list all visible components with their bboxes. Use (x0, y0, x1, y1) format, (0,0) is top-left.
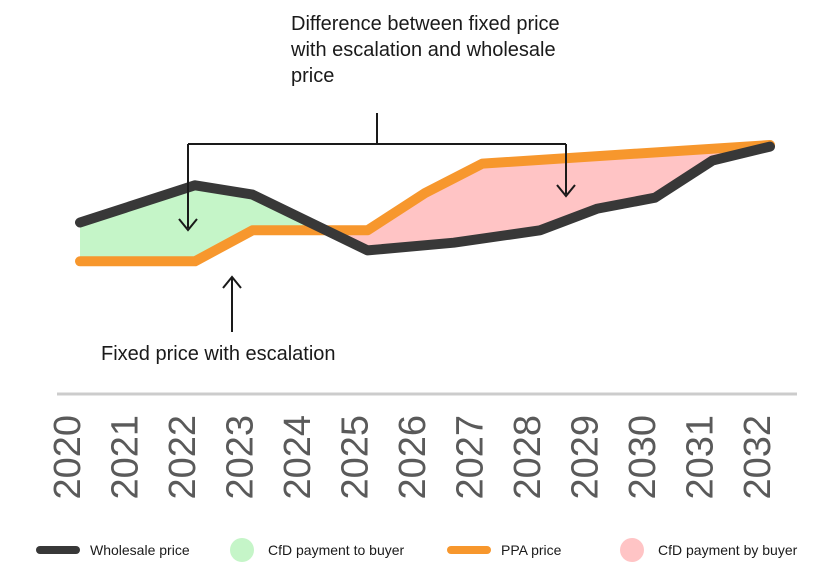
legend-item-cfd-to-buyer: CfD payment to buyer (230, 536, 404, 564)
x-tick-label: 2032 (737, 415, 779, 500)
chart-svg: 2020 2021 2022 2023 2024 2025 2026 2027 2028 2029… (47, 113, 797, 500)
x-tick-label: 2028 (507, 415, 549, 500)
legend-label-wholesale: Wholesale price (90, 542, 190, 558)
legend-label-cfd-by-buyer: CfD payment by buyer (658, 542, 798, 558)
legend-swatch-cfd-by-buyer (620, 538, 644, 562)
x-tick-label: 2027 (450, 415, 492, 500)
x-tick-label: 2026 (392, 415, 434, 500)
series-line-wholesale (75, 141, 775, 256)
series-line-ppa (75, 140, 775, 267)
legend-swatch-cfd-to-buyer (230, 538, 254, 562)
fill-cfd-payment-to-buyer (80, 185, 325, 262)
legend-swatch-wholesale (36, 546, 80, 554)
legend-item-wholesale: Wholesale price (36, 536, 190, 564)
x-tick-label: 2020 (47, 415, 89, 500)
x-tick-label: 2030 (622, 415, 664, 500)
x-tick-label: 2025 (335, 415, 377, 500)
annotation-difference: Difference between fixed price with esca… (291, 13, 560, 87)
legend-item-cfd-by-buyer: CfD payment by buyer (620, 536, 797, 564)
series-lines (75, 140, 775, 267)
legend-label-ppa: PPA price (501, 542, 562, 558)
x-tick-label: 2022 (162, 415, 204, 500)
x-tick-labels: 2020 2021 2022 2023 2024 2025 2026 2027 2028 2029… (47, 415, 779, 500)
x-tick-label: 2023 (220, 415, 262, 500)
fill-cfd-payment-by-buyer (327, 145, 770, 251)
x-tick-label: 2024 (277, 415, 319, 500)
legend-label-cfd-to-buyer: CfD payment to buyer (268, 542, 405, 558)
annotation-fixed-price: Fixed price with escalation (101, 343, 336, 365)
x-tick-label: 2029 (565, 415, 607, 500)
legend: Wholesale price CfD payment to buyer PPA… (0, 536, 832, 564)
x-tick-label: 2021 (105, 415, 147, 500)
legend-swatch-ppa (447, 546, 491, 554)
annotation-arrows (178, 113, 576, 332)
x-tick-label: 2031 (680, 415, 722, 500)
legend-item-ppa: PPA price (447, 536, 561, 564)
